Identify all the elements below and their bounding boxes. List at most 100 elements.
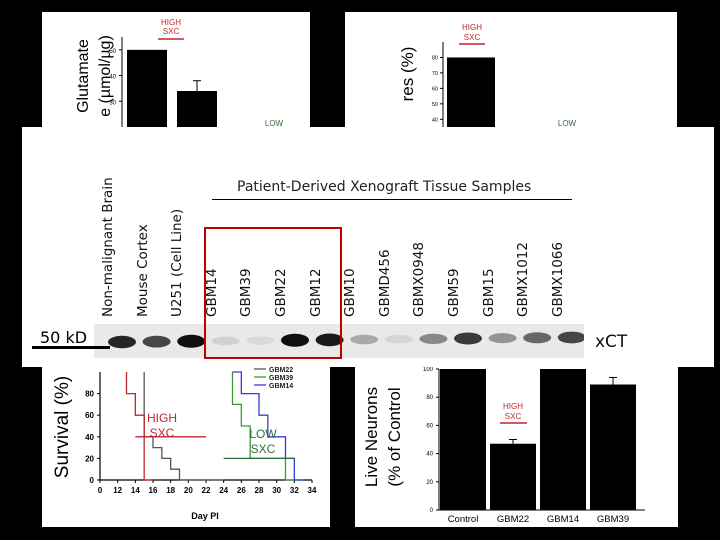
blot-band [488,333,517,344]
survival-line-gbm39 [231,372,295,481]
y-tick-label: 40 [85,433,94,442]
bar-control [440,369,486,510]
category-label: Control [448,514,479,525]
ylabel-line1: Glutamate [75,39,92,113]
y-tick-label: 50 [432,102,438,108]
x-tick-label: 20 [184,486,193,495]
low-label: LOW [265,119,284,127]
blot-band [419,333,448,344]
x-tick-label: 16 [149,486,158,495]
neurons-panel: Live Neurons (% of Control 100 80 60 40 20 0 Con… [355,367,678,527]
lane-labels: Non-malignant Brain Mouse Cortex U251 (Cel… [22,127,714,327]
x-tick-label: 24 [219,486,228,495]
protein-label: xCT [595,332,628,352]
low-label: LOW [558,119,577,127]
bar [447,57,495,127]
y-tick-label: 40 [109,75,116,81]
highlight-box [204,227,342,359]
lane-label: GBMX1066 [549,242,566,317]
high-label: HIGH [161,18,181,27]
neurons-chart: Live Neurons (% of Control 100 80 60 40 20 0 Con… [362,367,645,525]
x-tick-label: 22 [202,486,211,495]
y-tick-label: 0 [90,476,95,485]
x-tick-label: 18 [166,486,175,495]
x-tick-label: 28 [255,486,264,495]
bar-gbm22 [490,443,536,510]
blot-strip [94,324,586,358]
y-tick-label: 80 [85,390,94,399]
y-tick-label: 40 [432,117,438,123]
blot-band [281,333,309,347]
survival-panel: Survival (%) 80 60 40 20 0 0 12 14 16 18 20 22 24 26 28… [42,367,330,527]
category-label: GBM39 [597,514,629,525]
high-label: HIGH [503,402,523,411]
sxc-label: SXC [163,27,180,36]
blot-band [211,336,240,346]
blot-title: Patient-Derived Xenograft Tissue Samples [237,179,532,195]
x-tick-label: 32 [290,486,299,495]
high-label: HIGH [462,23,482,32]
lane-label: GBM59 [446,268,462,317]
x-tick-label: 34 [308,486,317,495]
bar-gbm14 [540,369,586,510]
legend-label: GBM39 [269,375,293,382]
legend-label: GBM22 [269,367,293,374]
blot-band [177,334,206,348]
category-label: GBM14 [547,514,579,525]
y-tick-label: 30 [109,100,116,106]
ylabel-line2: e (µmol/µg) [97,35,114,117]
x-tick-label: 0 [98,486,103,495]
y-tick-label: 100 [423,367,434,373]
western-blot-panel: Patient-Derived Xenograft Tissue Samples… [22,127,714,367]
category-label: GBM22 [497,514,529,525]
y-tick-label: 0 [430,508,434,514]
blot-band [142,335,171,348]
glutamate-panel: Glutamate e (µmol/µg) 50 40 30 HIGH SXC LOW [42,12,310,127]
low-label: LOW [249,427,277,441]
blot-band [315,333,344,347]
blot-band [523,332,552,344]
blot-band [350,334,379,345]
y-tick-label: 60 [426,423,433,429]
blot-band [384,334,413,344]
lane-label: Non-malignant Brain [100,177,116,317]
bar [177,91,217,127]
y-tick-label: 40 [426,452,433,458]
bar-gbm39 [590,384,636,510]
x-tick-label: 12 [113,486,122,495]
lane-label: Mouse Cortex [134,224,151,317]
blot-band [108,335,136,349]
lane-label: U251 (Cell Line) [169,208,186,317]
lane-label: GBMD456 [376,249,393,317]
lane-label: GBMX1012 [515,242,532,317]
y-tick-label: 80 [426,395,433,401]
y-tick-label: 20 [426,480,433,486]
x-tick-label: 14 [131,486,140,495]
lane-label: GBM10 [342,268,359,317]
lane-label: GBM15 [480,268,497,317]
blot-band [454,332,482,345]
ylabel-line1: Live Neurons [362,387,381,487]
survival-line-gbm14 [232,371,304,481]
percent-panel: res (%) 80 70 60 50 40 HIGH SXC LOW [345,12,677,127]
y-tick-label: 70 [432,71,438,77]
blot-band [557,331,586,344]
y-tick-label: 80 [432,55,438,61]
x-tick-label: 26 [237,486,246,495]
marker-line [32,346,110,349]
y-tick-label: 60 [85,411,94,420]
ylabel-line2: (% of Control [385,387,404,486]
survival-line-high [125,372,153,481]
sxc-label: SXC [505,412,522,421]
sxc-label: SXC [251,442,276,456]
high-label: HIGH [147,411,177,425]
survival-chart: Survival (%) 80 60 40 20 00 12 14 16 18 20 22 24 26 28… [52,367,317,521]
xlabel: Day PI [191,511,219,521]
ylabel: res (%) [398,47,417,102]
y-tick-label: 20 [85,454,94,463]
marker-label: 50 kD [40,328,88,347]
legend-label: GBM14 [269,383,293,390]
blot-bands [108,331,586,349]
